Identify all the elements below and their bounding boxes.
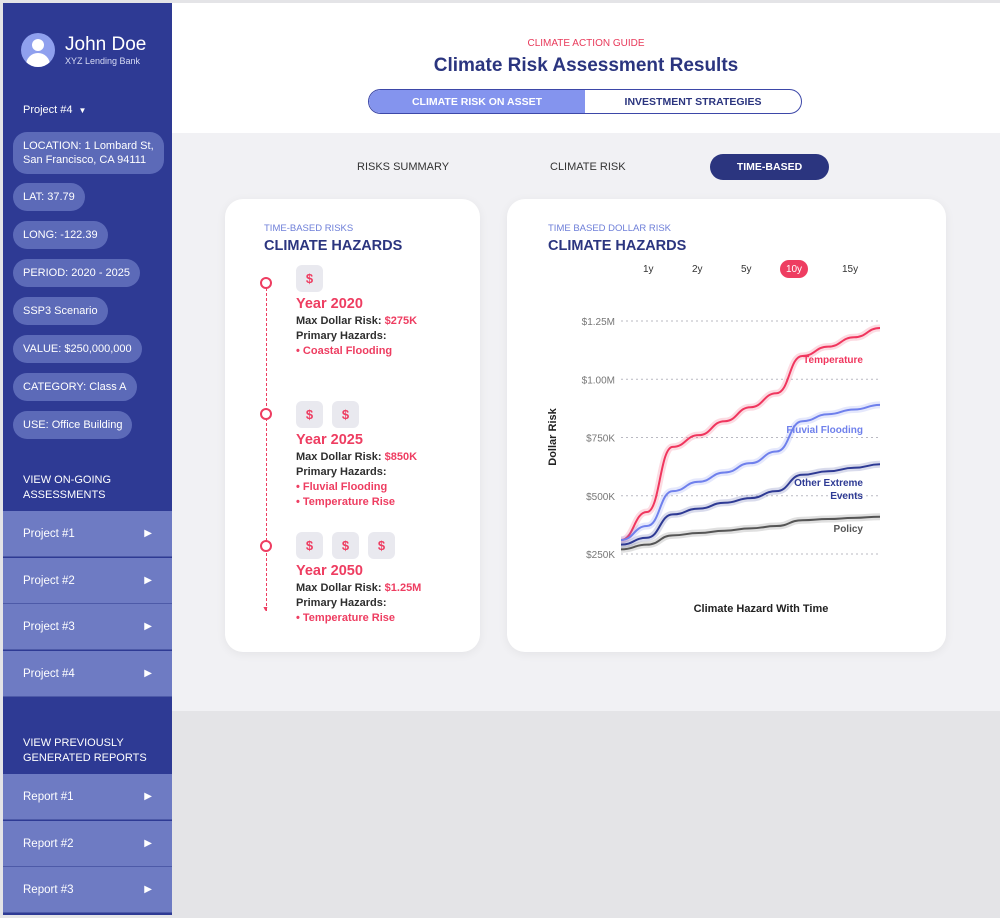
hazard-item: • Temperature Rise — [296, 496, 396, 508]
tab-climate-risk-on-asset[interactable]: CLIMATE RISK ON ASSET — [369, 90, 585, 113]
sidebar: John Doe XYZ Lending Bank Project #4 ▼ L… — [3, 3, 172, 915]
detail-use: USE: Office Building — [13, 411, 133, 439]
range-15y[interactable]: 15y — [842, 264, 859, 275]
timeline-dot — [260, 408, 272, 420]
dollar-icon: $ — [332, 532, 359, 559]
timeline-line — [266, 283, 267, 611]
dollar-icon: $ — [296, 532, 323, 559]
subtab-climate-risk[interactable]: CLIMATE RISK — [550, 161, 626, 173]
detail-long: LONG: -122.39 — [13, 221, 108, 249]
hazards-label: Primary Hazards: — [296, 330, 387, 342]
timeline-kicker: TIME-BASED RISKS — [264, 223, 354, 234]
user-profile[interactable]: John Doe XYZ Lending Bank — [21, 33, 146, 67]
segmented-control: CLIMATE RISK ON ASSET INVESTMENT STRATEG… — [368, 89, 802, 114]
play-arrow-icon: ▶ — [144, 575, 152, 586]
page-gutter — [0, 0, 3, 918]
dollar-icon: $ — [296, 401, 323, 428]
chevron-down-icon: ▼ — [78, 105, 87, 115]
page-header: CLIMATE ACTION GUIDE Climate Risk Assess… — [172, 3, 1000, 133]
dollar-icon: $ — [296, 265, 323, 292]
detail-period: PERIOD: 2020 - 2025 — [13, 259, 141, 287]
subtab-risks-summary[interactable]: RISKS SUMMARY — [357, 161, 450, 173]
range-10y[interactable]: 10y — [780, 260, 808, 278]
dollar-icon: $ — [368, 532, 395, 559]
detail-category: CATEGORY: Class A — [13, 373, 137, 401]
chart-title: CLIMATE HAZARDS — [548, 238, 687, 254]
year-label: Year 2025 — [296, 432, 363, 448]
chart-card — [507, 199, 946, 652]
hazard-item: • Coastal Flooding — [296, 345, 393, 357]
page-title: Climate Risk Assessment Results — [433, 55, 739, 76]
ongoing-heading: VIEW ON-GOING ASSESSMENTS — [23, 474, 111, 501]
detail-scenario: SSP3 Scenario — [13, 297, 108, 325]
nav-project-2[interactable]: Project #2 ▶ — [3, 558, 172, 604]
play-arrow-icon: ▶ — [144, 838, 152, 849]
arrow-down-icon: ▼ — [262, 606, 269, 613]
detail-value: VALUE: $250,000,000 — [13, 335, 142, 363]
detail-location: LOCATION: 1 Lombard St, San Francisco, CA… — [13, 132, 164, 174]
year-label: Year 2020 — [296, 296, 363, 312]
nav-project-3[interactable]: Project #3 ▶ — [3, 604, 172, 650]
detail-lat: LAT: 37.79 — [13, 183, 85, 211]
chart-kicker: TIME BASED DOLLAR RISK — [548, 223, 672, 234]
range-2y[interactable]: 2y — [692, 264, 703, 275]
timeline-title: CLIMATE HAZARDS — [264, 238, 403, 254]
play-arrow-icon: ▶ — [144, 791, 152, 802]
tab-investment-strategies[interactable]: INVESTMENT STRATEGIES — [624, 95, 762, 108]
play-arrow-icon: ▶ — [144, 528, 152, 539]
hazard-item: • Fluvial Flooding — [296, 481, 388, 493]
reports-heading: VIEW PREVIOUSLY GENERATED REPORTS — [23, 737, 147, 764]
nav-report-3[interactable]: Report #3 ▶ — [3, 867, 172, 913]
nav-project-4[interactable]: Project #4 ▶ — [3, 651, 172, 697]
max-risk-line: Max Dollar Risk: $275K — [296, 315, 418, 327]
avatar — [21, 33, 55, 67]
hazards-label: Primary Hazards: — [296, 466, 387, 478]
play-arrow-icon: ▶ — [144, 621, 152, 632]
max-risk-line: Max Dollar Risk: $1.25M — [296, 582, 422, 594]
subtab-time-based[interactable]: TIME-BASED — [710, 154, 829, 180]
play-arrow-icon: ▶ — [144, 668, 152, 679]
range-1y[interactable]: 1y — [643, 264, 654, 275]
hazard-item: • Temperature Rise — [296, 612, 396, 624]
hazards-label: Primary Hazards: — [296, 597, 387, 609]
user-bank: XYZ Lending Bank — [65, 55, 141, 66]
nav-report-1[interactable]: Report #1 ▶ — [3, 774, 172, 820]
dollar-icon: $ — [332, 401, 359, 428]
timeline-dot — [260, 540, 272, 552]
play-arrow-icon: ▶ — [144, 884, 152, 895]
header-kicker: CLIMATE ACTION GUIDE — [527, 38, 645, 49]
year-label: Year 2050 — [296, 563, 363, 579]
user-name: John Doe — [65, 33, 147, 55]
max-risk-line: Max Dollar Risk: $850K — [296, 451, 418, 463]
nav-project-1[interactable]: Project #1 ▶ — [3, 511, 172, 557]
project-dropdown[interactable]: Project #4 ▼ — [23, 104, 86, 116]
range-5y[interactable]: 5y — [741, 264, 752, 275]
timeline-dot — [260, 277, 272, 289]
project-dropdown-label: Project #4 — [23, 104, 73, 116]
nav-report-2[interactable]: Report #2 ▶ — [3, 821, 172, 867]
footer-area — [172, 711, 1000, 918]
